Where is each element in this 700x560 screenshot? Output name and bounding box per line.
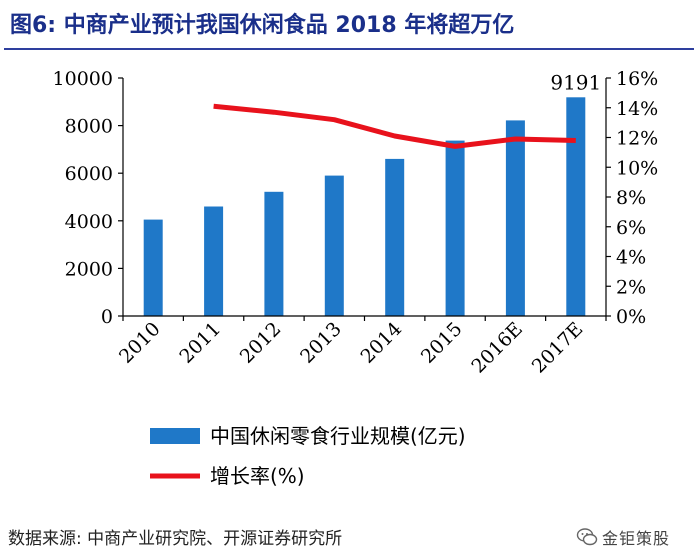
right-tick-label: 4% bbox=[616, 247, 646, 269]
bar-2014 bbox=[385, 158, 405, 316]
right-tick-label: 0% bbox=[616, 306, 646, 328]
labels-layer: 9191 bbox=[550, 70, 601, 94]
x-category-label: 2017E bbox=[528, 318, 588, 378]
left-tick-label: 2000 bbox=[65, 258, 113, 280]
left-tick-label: 10000 bbox=[53, 68, 113, 90]
legend: 中国休闲零食行业规模(亿元) 增长率(%) bbox=[150, 424, 466, 488]
right-tick-label: 16% bbox=[616, 68, 658, 90]
left-tick-label: 0 bbox=[101, 306, 113, 328]
x-category-label: 2012 bbox=[236, 318, 286, 368]
left-tick-label: 8000 bbox=[65, 116, 113, 138]
data-label-2017E: 9191 bbox=[550, 70, 601, 94]
title-divider bbox=[4, 48, 694, 50]
bar-2012 bbox=[264, 191, 284, 316]
wechat-logo-icon bbox=[576, 528, 598, 546]
legend-swatch-bar bbox=[150, 428, 200, 444]
bar-2017E bbox=[566, 97, 586, 316]
source-note: 数据来源: 中商产业研究院、开源证券研究所 bbox=[8, 529, 343, 549]
x-category-label: 2011 bbox=[175, 318, 225, 368]
right-tick-label: 6% bbox=[616, 217, 646, 239]
legend-label-line: 增长率(%) bbox=[210, 464, 305, 488]
watermark-text: 金钜策股 bbox=[602, 529, 671, 548]
x-category-label: 2016E bbox=[467, 318, 527, 378]
left-tick-label: 6000 bbox=[65, 163, 113, 185]
line-series-layer bbox=[213, 103, 576, 149]
bar-2010 bbox=[143, 219, 163, 316]
growth-rate-line bbox=[213, 103, 576, 149]
chart-area: 0 2000 4000 6000 8000 10000 0% 2% 4% 6% 8% 10% 12% 14… bbox=[53, 68, 659, 488]
right-tick-label: 12% bbox=[616, 128, 658, 150]
right-tick-label: 14% bbox=[616, 98, 658, 120]
left-tick-label: 4000 bbox=[65, 211, 113, 233]
right-tick-label: 8% bbox=[616, 187, 646, 209]
watermark: 金钜策股 bbox=[576, 522, 670, 552]
bar-2013 bbox=[324, 175, 344, 316]
right-tick-label: 2% bbox=[616, 276, 646, 298]
bar-2016E bbox=[505, 120, 525, 317]
legend-label-bar: 中国休闲零食行业规模(亿元) bbox=[210, 424, 466, 448]
bar-2011 bbox=[204, 206, 224, 316]
right-tick-label: 10% bbox=[616, 157, 658, 179]
x-category-label: 2014 bbox=[356, 318, 406, 368]
x-category-label: 2010 bbox=[115, 318, 165, 368]
bar-2015 bbox=[445, 140, 465, 316]
x-category-label: 2013 bbox=[296, 318, 346, 368]
bar-series-layer bbox=[143, 97, 586, 317]
figure-title: 图6: 中商产业预计我国休闲食品 2018 年将超万亿 bbox=[10, 13, 515, 38]
x-category-label: 2015 bbox=[417, 318, 467, 368]
